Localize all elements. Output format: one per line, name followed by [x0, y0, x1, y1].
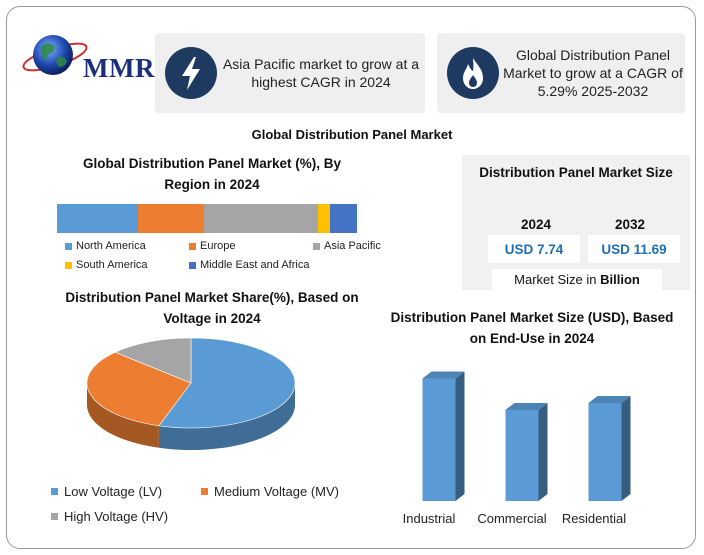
legend-swatch	[65, 242, 72, 250]
market-size-unit: Market Size in Billion	[492, 269, 662, 290]
legend-swatch	[51, 488, 58, 495]
value-2032: USD 11.69	[588, 235, 680, 263]
bar-2	[588, 403, 622, 501]
pie-slice-2	[114, 337, 192, 384]
infographic-frame: MMR Asia Pacific market to grow at a hig…	[6, 6, 696, 549]
region-chart-title: Global Distribution Panel Market (%), By…	[82, 156, 342, 192]
unit-bold: Billion	[600, 272, 640, 287]
legend-label: Asia Pacific	[324, 240, 381, 252]
value-2024: USD 7.74	[488, 235, 580, 263]
legend-label: North America	[76, 240, 146, 252]
legend-swatch	[313, 242, 320, 250]
market-size-panel: Distribution Panel Market Size 2024 2032…	[462, 155, 690, 290]
year-2024-label: 2024	[520, 217, 552, 232]
bar-top-0	[422, 371, 465, 379]
info-card-cagr: Global Distribution Panel Market to grow…	[437, 33, 685, 113]
region-legend: North America Europe Asia Pacific South Ame…	[65, 240, 395, 280]
bar-side-1	[538, 403, 548, 501]
region-stacked-bar	[57, 204, 357, 233]
bar-side-2	[621, 396, 631, 501]
legend-label: South America	[76, 259, 148, 271]
pie-legend-item: High Voltage (HV)	[51, 509, 168, 524]
end-use-bar-chart	[422, 371, 631, 501]
pie-slice-side-0	[158, 383, 295, 450]
lightning-icon	[165, 47, 217, 99]
mmr-logo: MMR	[21, 27, 156, 87]
region-segment-3	[318, 204, 330, 233]
pie-legend: Low Voltage (LV) Medium Voltage (MV) High …	[51, 484, 381, 534]
region-legend-item: Middle East and Africa	[189, 259, 309, 271]
region-segment-2	[204, 204, 318, 233]
region-legend-item: North America	[65, 240, 146, 252]
region-legend-item: South America	[65, 259, 148, 271]
bar-chart-title: Distribution Panel Market Size (USD), Ba…	[390, 310, 674, 346]
card-text: Global Distribution Panel Market to grow…	[503, 47, 683, 99]
region-legend-item: Europe	[189, 240, 235, 252]
globe-icon	[22, 35, 88, 75]
bar-1	[505, 410, 539, 501]
bar-side-0	[455, 371, 465, 501]
pie-slice-1	[86, 351, 192, 427]
logo-text: MMR	[83, 53, 155, 83]
bar-x-labels: Industrial Commercial Residential	[377, 511, 677, 531]
bar-top-2	[588, 396, 631, 403]
region-segment-4	[330, 204, 357, 233]
pie-legend-item: Low Voltage (LV)	[51, 484, 162, 499]
legend-swatch	[201, 488, 208, 495]
legend-label: Medium Voltage (MV)	[214, 484, 339, 499]
pie-chart-title: Distribution Panel Market Share(%), Base…	[65, 290, 359, 326]
unit-prefix: Market Size in	[514, 272, 601, 287]
card-text: Asia Pacific market to grow at a highest…	[222, 56, 420, 90]
x-tick-label: Residential	[561, 511, 627, 526]
info-card-asia-pacific: Asia Pacific market to grow at a highest…	[155, 33, 425, 113]
region-segment-1	[138, 204, 204, 233]
region-segment-0	[57, 204, 138, 233]
legend-swatch	[189, 261, 196, 269]
legend-swatch	[51, 513, 58, 520]
market-size-title: Distribution Panel Market Size	[479, 165, 673, 180]
x-tick-label: Industrial	[402, 511, 456, 526]
legend-swatch	[65, 261, 72, 269]
legend-label: Low Voltage (LV)	[64, 484, 163, 499]
x-tick-label: Commercial	[477, 511, 547, 526]
bar-0	[422, 378, 456, 501]
legend-label: Europe	[200, 240, 236, 252]
pie-legend-item: Medium Voltage (MV)	[201, 484, 339, 499]
pie-slice-0	[158, 337, 296, 429]
bar-top-1	[505, 403, 548, 410]
voltage-pie-chart	[86, 337, 296, 450]
flame-icon	[447, 47, 499, 99]
main-title: Global Distribution Panel Market	[251, 127, 453, 142]
legend-swatch	[189, 242, 196, 250]
legend-label: High Voltage (HV)	[64, 509, 169, 524]
legend-label: Middle East and Africa	[200, 259, 310, 271]
region-legend-item: Asia Pacific	[313, 240, 381, 252]
year-2032-label: 2032	[614, 217, 646, 232]
pie-slice-side-1	[87, 383, 159, 448]
